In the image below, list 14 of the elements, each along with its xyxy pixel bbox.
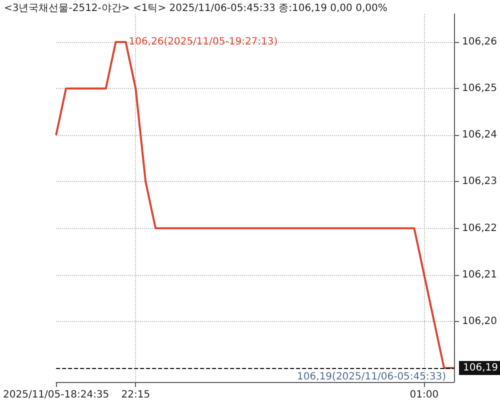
- y-tick-label: 106,20: [462, 316, 498, 327]
- y-tick-label: 106,25: [462, 83, 498, 94]
- x-tick-label: 22:15: [121, 390, 150, 400]
- y-tick-label: 106,26: [462, 36, 498, 48]
- y-tick-label: 106,21: [462, 269, 498, 280]
- annotation: 106,26(2025/11/05-19:27:13): [128, 36, 278, 48]
- y-tick-label: 106,24: [462, 130, 498, 141]
- x-tick-label: 2025/11/05-18:24:35: [2, 390, 110, 400]
- ref-line-label: 106,19: [463, 362, 498, 374]
- annotation: 106,19(2025/11/06-05:45:33): [297, 372, 446, 383]
- x-tick-label: 01:00: [410, 390, 439, 400]
- y-tick-label: 106,23: [462, 176, 498, 188]
- y-tick-label: 106,22: [462, 222, 498, 234]
- chart-title: <3년국채선물-2512-야간> <1틱> 2025/11/06-05:45:33 종:106,19 0,00 0,00%: [4, 2, 388, 15]
